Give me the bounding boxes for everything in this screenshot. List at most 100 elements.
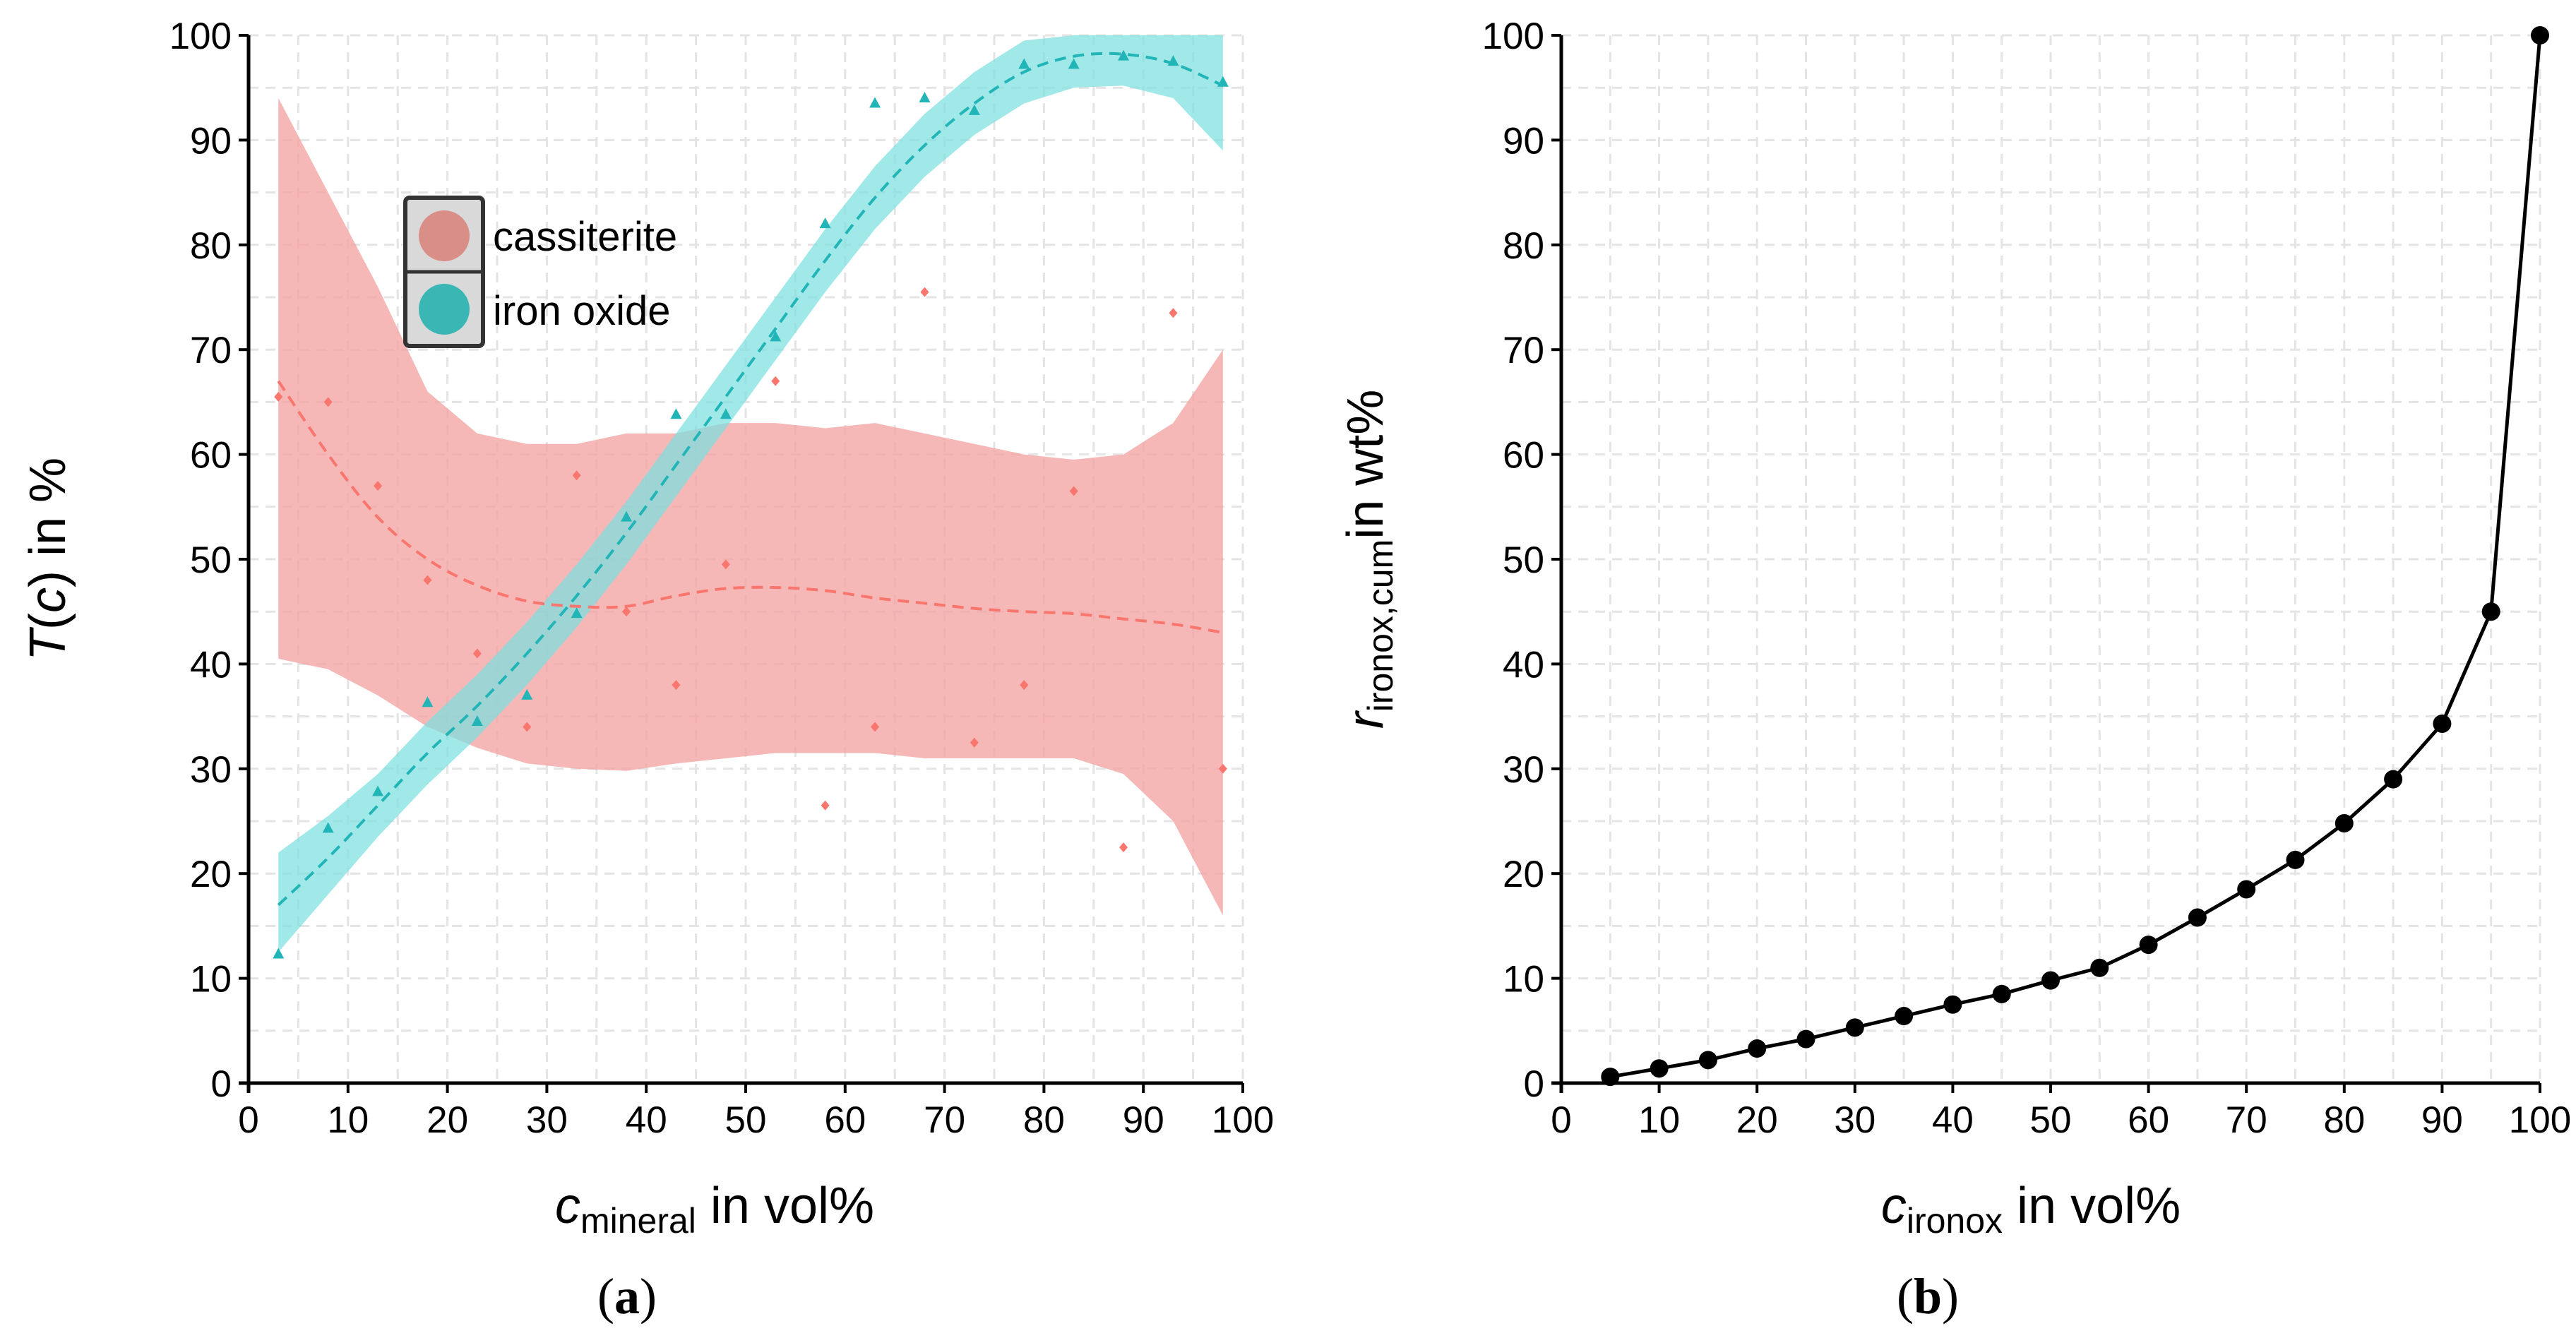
- y-tick-label: 100: [1482, 16, 1544, 57]
- y-tick-label: 10: [1503, 959, 1544, 1000]
- cassiterite-point: [1020, 680, 1029, 691]
- y-tick-label: 50: [1503, 539, 1544, 581]
- panel-a-chart: 0 10 20 30 40 50 60 70 80 90 100 0 10 20 30 40 50 60 70 80 9…: [20, 16, 1274, 1325]
- cassiterite-point: [1169, 308, 1178, 318]
- panel-b-tick-labels: 0 10 20 30 40 50 60 70 80 90 100 0 10 20 30 40 50 60 70 80 9…: [1482, 16, 2572, 1141]
- x-tick-label: 10: [327, 1099, 369, 1141]
- ironox-cum-point: [2334, 813, 2354, 832]
- iron-oxide-point: [670, 408, 682, 419]
- y-tick-label: 70: [190, 330, 232, 371]
- ironox-cum-point: [2139, 936, 2158, 955]
- x-tick-label: 60: [824, 1099, 866, 1141]
- cassiterite-confidence-band: [278, 98, 1223, 916]
- panel-b-axes: [1551, 34, 2541, 1093]
- y-tick-label: 10: [190, 959, 232, 1000]
- panel-a-legend: cassiterite iron oxide: [403, 196, 677, 348]
- y-tick-label: 40: [1503, 644, 1544, 686]
- ironox-cum-point: [1845, 1018, 1864, 1037]
- iron-oxide-point: [621, 510, 633, 522]
- iron-oxide-point: [372, 785, 384, 796]
- x-tick-label: 0: [238, 1099, 258, 1141]
- panel-a-x-axis-label: cmineral in vol%: [555, 1178, 874, 1241]
- ironox-cum-point: [1698, 1051, 1717, 1070]
- x-tick-label: 80: [1023, 1099, 1065, 1141]
- ironox-cum-point: [2237, 880, 2256, 899]
- panel-b-caption: (b): [1897, 1268, 1959, 1325]
- x-tick-label: 90: [1123, 1099, 1164, 1141]
- iron-oxide-point: [819, 217, 831, 229]
- cassiterite-fit-line: [277, 380, 1224, 634]
- cassiterite-point: [871, 722, 880, 732]
- iron-oxide-point: [1167, 55, 1179, 66]
- x-tick-label: 20: [427, 1099, 468, 1141]
- iron-oxide-point: [1118, 49, 1130, 61]
- ironox-cum-point: [1992, 984, 2011, 1003]
- y-tick-label: 60: [190, 435, 232, 477]
- x-tick-label: 100: [2509, 1099, 2571, 1141]
- ironox-cum-point: [1943, 995, 1962, 1014]
- iron-oxide-point: [1217, 76, 1229, 87]
- panel-a-fit-lines: [277, 52, 1224, 907]
- cassiterite-point: [323, 397, 333, 407]
- panel-a-tick-labels: 0 10 20 30 40 50 60 70 80 90 100 0 10 20 30 40 50 60 70 80 9…: [169, 16, 1275, 1141]
- iron-oxide-point: [1018, 58, 1030, 69]
- cassiterite-point: [274, 391, 283, 402]
- ironox-cum-point: [2433, 714, 2452, 733]
- iron-oxide-point: [720, 408, 732, 419]
- ironox-cum-point: [2188, 908, 2207, 927]
- cassiterite-point: [771, 376, 780, 386]
- y-tick-label: 0: [211, 1063, 232, 1105]
- cassiterite-point: [821, 800, 830, 811]
- y-tick-label: 90: [1503, 120, 1544, 162]
- ironox-cum-point: [2286, 850, 2305, 869]
- iron-oxide-point: [919, 92, 931, 103]
- x-tick-label: 50: [2030, 1099, 2072, 1141]
- y-tick-label: 40: [190, 644, 232, 686]
- legend-iron-oxide-swatch: [419, 284, 470, 335]
- cassiterite-point: [523, 722, 532, 732]
- ironox-cum-point: [1796, 1029, 1815, 1049]
- ironox-cum-point: [2531, 26, 2549, 44]
- iron-oxide-point: [968, 104, 980, 115]
- y-tick-label: 70: [1503, 330, 1544, 371]
- x-tick-label: 100: [1212, 1099, 1274, 1141]
- cassiterite-point: [721, 559, 730, 570]
- y-tick-label: 20: [1503, 854, 1544, 895]
- panel-a-confidence-bands: [278, 35, 1223, 952]
- panel-b-grid: [1560, 34, 2541, 1085]
- x-tick-label: 70: [2226, 1099, 2267, 1141]
- x-tick-label: 0: [1551, 1099, 1571, 1141]
- x-tick-label: 40: [1932, 1099, 1974, 1141]
- x-tick-label: 30: [526, 1099, 568, 1141]
- y-tick-label: 80: [1503, 225, 1544, 267]
- ironox-cum-point: [1748, 1039, 1767, 1058]
- iron-oxide-point: [471, 715, 483, 727]
- iron-oxide-point: [869, 97, 881, 108]
- y-tick-label: 30: [190, 749, 232, 791]
- cassiterite-point: [622, 607, 631, 617]
- ironox-cum-point: [2041, 971, 2060, 990]
- legend-iron-oxide-label: iron oxide: [493, 288, 670, 334]
- panel-b-y-axis-label: rironox,cumin wt%: [1337, 390, 1400, 729]
- panel-a-caption: (a): [597, 1268, 657, 1325]
- cassiterite-point: [572, 470, 581, 481]
- cassiterite-point: [1119, 842, 1128, 853]
- legend-cassiterite-label: cassiterite: [493, 214, 677, 260]
- x-tick-label: 50: [725, 1099, 767, 1141]
- ironox-cum-point: [2090, 958, 2109, 977]
- panel-b-x-axis-label: cironox in vol%: [1881, 1178, 2181, 1241]
- x-tick-label: 30: [1834, 1099, 1876, 1141]
- panel-b-chart: 0 10 20 30 40 50 60 70 80 90 100 0 10 20 30 40 50 60 70 80 9…: [1337, 16, 2571, 1325]
- cassiterite-point: [374, 481, 383, 491]
- x-tick-label: 10: [1638, 1099, 1680, 1141]
- cassiterite-point: [672, 680, 681, 691]
- x-tick-label: 90: [2421, 1099, 2463, 1141]
- iron-oxide-point: [422, 696, 434, 707]
- x-tick-label: 80: [2323, 1099, 2365, 1141]
- y-tick-label: 0: [1524, 1063, 1544, 1105]
- ironox-cum-point: [2481, 602, 2500, 621]
- y-tick-label: 90: [190, 120, 232, 162]
- y-tick-label: 100: [169, 16, 232, 57]
- x-tick-label: 20: [1736, 1099, 1778, 1141]
